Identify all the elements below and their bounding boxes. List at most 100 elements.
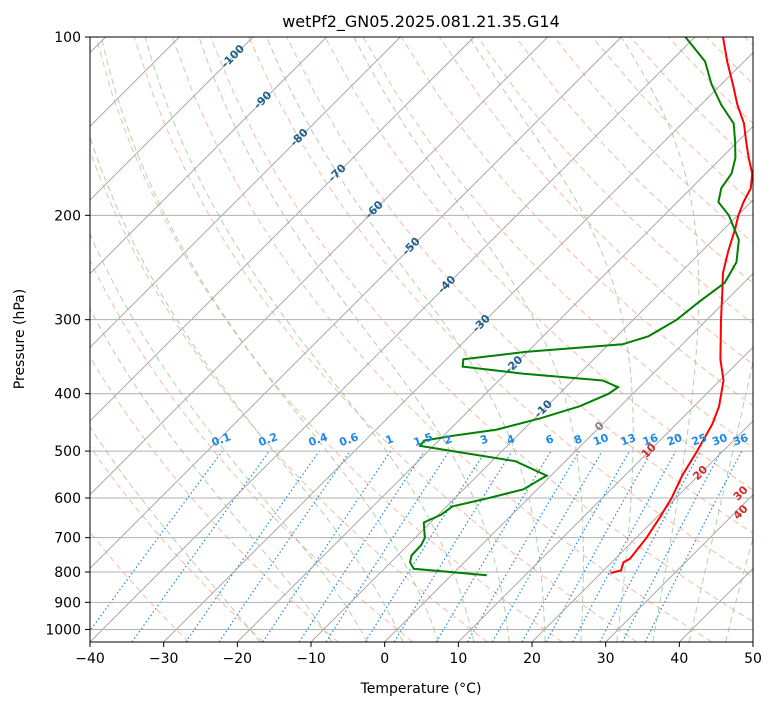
mixing-ratio-label: 0.6 <box>338 430 361 449</box>
mixing-ratio-label: 0.1 <box>210 430 233 449</box>
mixing-ratio-line <box>325 450 450 642</box>
y-tick-label: 800 <box>54 565 81 581</box>
mixing-ratio-label: 1 <box>384 432 396 447</box>
moist-adiabat <box>353 37 584 642</box>
dry-adiabat <box>133 37 638 642</box>
isotherm-label: -10 <box>532 397 555 420</box>
isotherm-line <box>90 37 327 275</box>
isotherm-line <box>163 52 753 642</box>
mixing-ratio-label: 3 <box>478 432 490 447</box>
x-tick-label: −10 <box>296 651 326 667</box>
dry-adiabat <box>90 445 264 642</box>
mixing-ratio-line <box>599 450 702 642</box>
mixing-ratio-label: 6 <box>544 432 556 447</box>
isotherm-line <box>384 273 753 642</box>
y-axis-label: Pressure (hPa) <box>12 289 28 389</box>
isotherm-label: -80 <box>288 126 311 149</box>
mixing-ratio-label: 1.5 <box>412 430 435 449</box>
moist-adiabat <box>90 232 369 642</box>
mixing-ratio-label: 30 <box>710 431 729 449</box>
mixing-ratio-line <box>262 450 392 642</box>
moist-adiabat <box>620 37 700 642</box>
x-tick-label: 30 <box>597 651 615 667</box>
y-tick-label: 200 <box>54 208 81 224</box>
dry-adiabat <box>553 37 753 244</box>
mixing-ratio-line <box>466 450 580 642</box>
dry-adiabat <box>90 149 488 642</box>
x-tick-label: 50 <box>744 651 762 667</box>
mixing-ratio-label: 13 <box>619 431 638 448</box>
dry-adiabat <box>171 37 712 642</box>
moist-adiabat <box>100 37 439 642</box>
mixing-ratio-line <box>572 450 677 642</box>
mixing-ratio-line <box>644 450 743 642</box>
y-tick-label: 300 <box>54 313 81 329</box>
isotherm-label: -90 <box>251 88 274 111</box>
mixing-ratio-line <box>131 450 270 642</box>
isotherm-line <box>605 494 753 642</box>
plot-frame <box>89 36 754 643</box>
moist-adiabat <box>469 37 634 642</box>
moist-adiabat <box>90 308 333 642</box>
dry-adiabat <box>210 37 753 623</box>
moist-adiabat <box>725 536 753 642</box>
dry-adiabat <box>248 37 753 578</box>
isotherm-label: -40 <box>435 273 458 296</box>
mixing-ratio-label: 4 <box>505 432 517 447</box>
x-tick-label: 40 <box>670 651 688 667</box>
x-axis-ticks: −40 −30 −20 −10 0 10 20 30 40 50 <box>75 642 762 667</box>
y-tick-label: 100 <box>54 30 81 46</box>
dry-adiabat <box>477 37 753 325</box>
isotherm-label: -60 <box>363 198 386 221</box>
dry-adiabat <box>95 37 563 642</box>
x-tick-label: −30 <box>149 651 179 667</box>
dry-adiabat <box>706 37 753 86</box>
mixing-ratio-line <box>185 450 320 642</box>
mixing-ratio-label: 0.2 <box>257 430 280 449</box>
isotherm-label: -100 <box>219 42 248 71</box>
y-tick-label: 400 <box>54 387 81 403</box>
isotherm-line <box>90 37 548 496</box>
dry-adiabat <box>591 37 753 204</box>
isotherm-line <box>90 37 475 422</box>
isotherm-label: 20 <box>690 463 710 483</box>
isotherm-line <box>90 37 622 569</box>
mixing-ratio-line <box>545 450 653 642</box>
isotherm-line <box>90 37 254 201</box>
isotherm-label: -70 <box>326 161 349 184</box>
isotherm-label: 40 <box>731 502 751 522</box>
isotherm-line <box>752 641 753 642</box>
moist-adiabat <box>198 37 510 642</box>
isotherm-line <box>531 420 753 642</box>
mixing-ratio-label: 36 <box>731 431 750 449</box>
moist-adiabat <box>144 37 475 642</box>
y-tick-label: 500 <box>54 444 81 460</box>
x-axis-label: Temperature (°C) <box>360 681 482 697</box>
mixing-ratio-labels: 0.1 0.2 0.4 0.6 1 1.5 2 3 4 6 8 10 13 16 20 25 30 36 <box>210 430 751 449</box>
dry-adiabat <box>90 259 414 642</box>
x-tick-label: −20 <box>223 651 253 667</box>
mixing-ratio-label: 25 <box>690 431 709 448</box>
moist-adiabat <box>688 358 753 642</box>
dry-adiabat <box>90 531 190 642</box>
y-axis-ticks: 100 200 300 400 500 600 700 800 900 1000 <box>45 30 90 638</box>
dewpoint-line <box>408 37 740 577</box>
chart-title: wetPf2_GN05.2025.081.21.35.G14 <box>282 12 560 32</box>
mixing-ratio-line <box>90 450 223 632</box>
isotherm-line <box>458 346 753 642</box>
x-tick-label: −40 <box>75 651 105 667</box>
dry-adiabat <box>515 37 753 284</box>
mixing-ratio-label: 0.4 <box>307 430 330 449</box>
moist-adiabat <box>90 426 261 642</box>
mixing-ratio-label: 8 <box>572 432 584 447</box>
dry-adiabat <box>90 356 339 642</box>
x-tick-label: 10 <box>449 651 467 667</box>
mixing-ratio-label: 2 <box>442 432 454 447</box>
isotherm-line <box>90 37 401 348</box>
moist-adiabat <box>90 135 404 642</box>
isotherm-line <box>679 567 753 642</box>
mixing-ratio-line <box>491 450 603 642</box>
x-tick-label: 20 <box>523 651 541 667</box>
